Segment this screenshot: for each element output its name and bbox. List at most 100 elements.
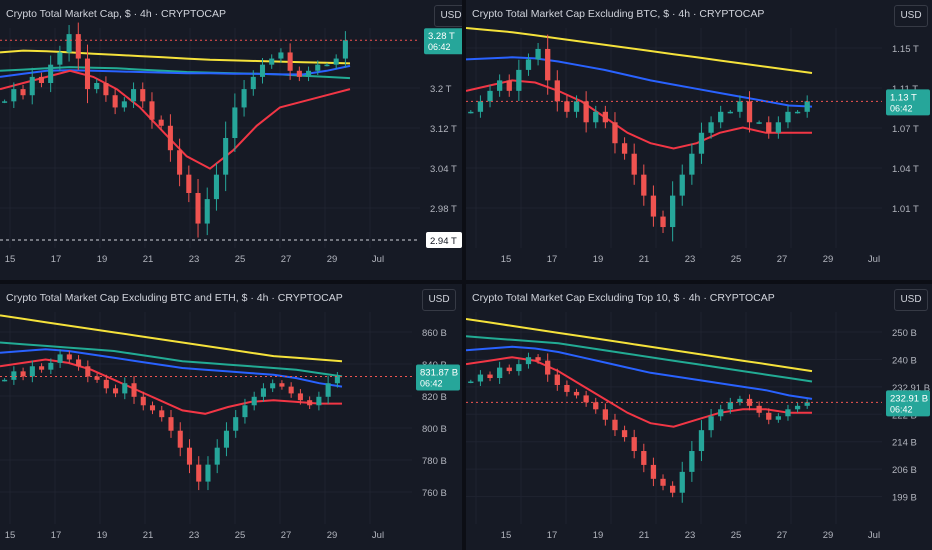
candle-body (260, 388, 266, 397)
price-label: 831.87 B (420, 367, 458, 378)
chart-panel-exbtc[interactable]: 1.15 T1.11 T1.07 T1.04 T1.01 T1517192123… (466, 0, 932, 280)
candle-body (196, 464, 202, 482)
candle-body (279, 383, 285, 387)
candle-body (131, 89, 137, 102)
candle-body (468, 111, 474, 114)
candle-body (186, 447, 193, 465)
candle-body (525, 59, 532, 70)
y-tick-label: 240 B (892, 355, 917, 366)
candle-body (593, 111, 599, 123)
candle-body (158, 119, 164, 126)
candle-body (487, 90, 493, 102)
candle-body (554, 80, 560, 102)
y-tick-label: 760 B (422, 488, 447, 499)
candle-body (496, 80, 503, 91)
candle-body (315, 64, 321, 71)
candle-body (149, 101, 155, 120)
candle-body (708, 122, 714, 133)
x-tick-label: 17 (547, 530, 558, 541)
candle-body (602, 111, 609, 123)
candle-body (650, 464, 657, 479)
candle-body (650, 195, 657, 217)
candle-body (269, 58, 275, 65)
candle-body (631, 437, 637, 452)
y-tick-label: 206 B (892, 465, 917, 476)
currency-button[interactable]: USD (894, 5, 928, 27)
candle-body (38, 76, 44, 83)
candle-body (756, 405, 762, 413)
candle-body (506, 367, 512, 372)
candle-body (324, 64, 330, 67)
candle-body (48, 64, 54, 83)
candle-body (66, 354, 72, 360)
candle-body (516, 69, 522, 91)
x-tick-label: 27 (281, 530, 292, 541)
x-tick-label: 19 (97, 530, 108, 541)
candle-body (545, 360, 551, 375)
low-badge (426, 232, 462, 248)
price-badge (886, 89, 930, 116)
y-tick-label: 250 B (892, 328, 917, 339)
candle-body (251, 396, 257, 406)
candle-body (278, 52, 284, 59)
candle-body (766, 412, 772, 420)
candle-body (316, 396, 322, 406)
x-tick-label: 25 (235, 530, 246, 541)
candle-body (85, 366, 91, 377)
candle-body (785, 111, 791, 123)
currency-button[interactable]: USD (434, 5, 462, 27)
x-tick-label: 23 (685, 254, 696, 265)
y-tick-label: 1.04 T (892, 164, 919, 175)
candle-body (621, 143, 628, 154)
candle-body (583, 101, 589, 123)
candle-body (756, 122, 762, 124)
x-tick-label: 27 (281, 254, 292, 265)
y-tick-label: 780 B (422, 456, 447, 467)
x-tick-label: 23 (189, 530, 200, 541)
y-tick-label: 1.07 T (892, 124, 919, 135)
candle-body (804, 402, 810, 406)
candle-body (131, 383, 137, 397)
candle-body (288, 386, 294, 394)
candle-body (232, 107, 238, 138)
x-tick-label: 25 (731, 254, 742, 265)
x-tick-label: Jul (372, 530, 384, 541)
candle-body (718, 409, 724, 417)
x-tick-label: 29 (823, 530, 834, 541)
candle-body (20, 371, 26, 377)
x-tick-label: 15 (5, 254, 16, 265)
candle-body (737, 398, 743, 403)
candle-body (103, 379, 109, 389)
candle-body (612, 419, 618, 431)
candle-body (186, 174, 192, 193)
y-tick-label: 3.04 T (430, 164, 457, 175)
x-tick-label: 23 (189, 254, 200, 265)
candle-body (121, 101, 127, 108)
countdown-label: 06:42 (890, 404, 913, 414)
candle-body (718, 111, 724, 123)
candle-body (297, 393, 303, 401)
x-tick-label: 21 (143, 254, 154, 265)
candle-body (593, 402, 599, 410)
candle-body (496, 367, 503, 379)
currency-button[interactable]: USD (894, 289, 928, 311)
candle-body (29, 366, 35, 377)
y-tick-label: 1.01 T (892, 204, 919, 215)
y-tick-label: 3.2 T (430, 84, 452, 95)
moving-average-line (0, 49, 351, 65)
candle-body (103, 83, 109, 96)
candle-body (241, 89, 247, 108)
candle-body (2, 379, 8, 382)
candle-body (564, 101, 570, 112)
candle-body (660, 478, 666, 486)
chart-panel-total[interactable]: 3.2 T3.2 T3.12 T3.04 T2.98 T151719212325… (0, 0, 462, 280)
candle-body (477, 101, 484, 112)
candle-body (583, 395, 589, 403)
candle-body (204, 199, 210, 224)
candle-body (641, 451, 647, 465)
currency-button[interactable]: USD (422, 289, 456, 311)
x-tick-label: 25 (235, 254, 246, 265)
